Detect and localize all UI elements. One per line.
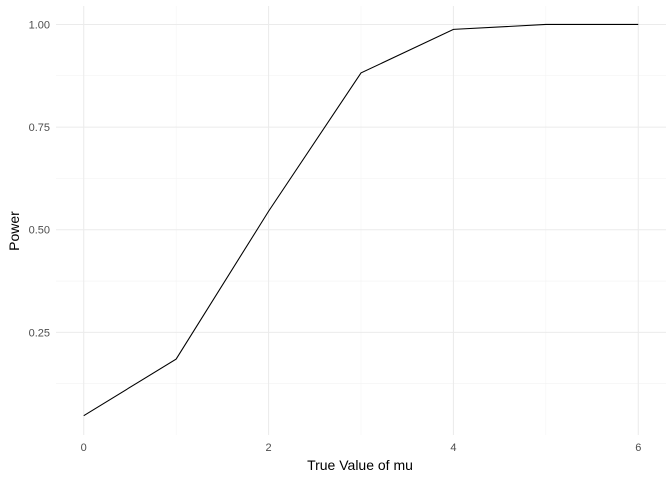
x-tick-label: 6 xyxy=(635,442,641,454)
y-tick-label: 0.50 xyxy=(29,225,50,237)
minor-gridlines-x xyxy=(175,6,547,435)
x-tick-label: 0 xyxy=(81,442,87,454)
y-tick-label: 1.00 xyxy=(29,19,50,31)
x-tick-label: 2 xyxy=(266,442,272,454)
power-line xyxy=(83,23,639,417)
x-tick-label: 4 xyxy=(450,442,456,454)
y-tick-label: 0.75 xyxy=(29,122,50,134)
y-tick-labels: 0.25 0.50 0.75 1.00 xyxy=(29,19,50,339)
y-tick-label: 0.25 xyxy=(29,327,50,339)
major-gridlines-x xyxy=(83,6,639,435)
series-group xyxy=(83,23,639,417)
x-tick-labels: 0 2 4 6 xyxy=(81,442,642,454)
x-axis-title: True Value of mu xyxy=(307,457,413,473)
y-axis-title: Power xyxy=(6,211,22,251)
